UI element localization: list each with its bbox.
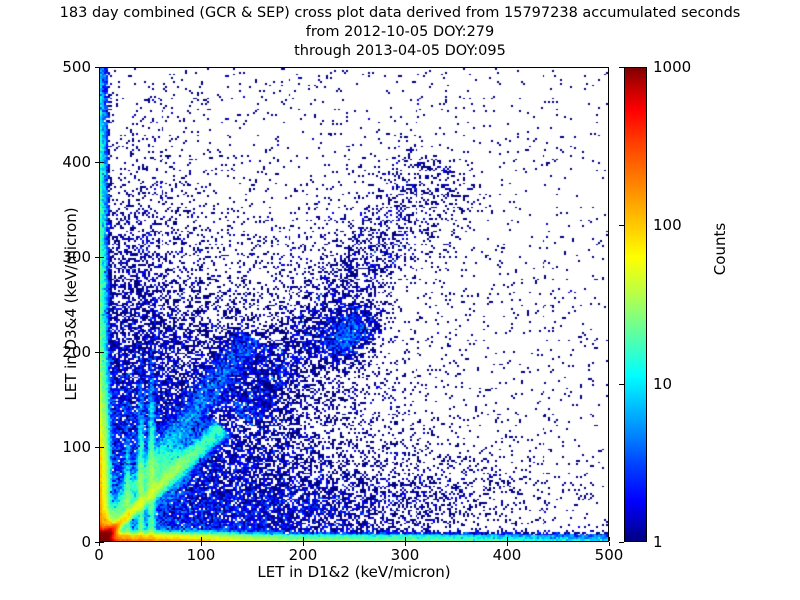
y-tick-label-400: 400 <box>62 153 91 171</box>
colorbar-tick-100 <box>619 225 624 226</box>
colorbar-tick-label-1: 1 <box>653 533 663 551</box>
y-tick-label-300: 300 <box>62 248 91 266</box>
colorbar-tick-label-1000: 1000 <box>653 58 692 76</box>
y-tick-label-0: 0 <box>81 533 91 551</box>
y-tick-100 <box>95 447 99 448</box>
x-tick-inner-200 <box>303 537 304 541</box>
title-line-2: from 2012-10-05 DOY:279 <box>305 24 495 40</box>
chart-title: 183 day combined (GCR & SEP) cross plot … <box>0 4 800 61</box>
y-tick-inner-0 <box>100 542 104 543</box>
x-tick-label-100: 100 <box>186 546 216 564</box>
y-tick-400 <box>95 162 99 163</box>
y-tick-label-500: 500 <box>62 58 91 76</box>
y-tick-200 <box>95 352 99 353</box>
y-tick-0 <box>95 542 99 543</box>
x-tick-label-500: 500 <box>594 546 624 564</box>
x-tick-label-400: 400 <box>492 546 522 564</box>
colorbar-label: Counts <box>711 222 729 276</box>
histogram-2d <box>100 68 608 541</box>
y-tick-label-100: 100 <box>62 438 91 456</box>
y-tick-inner-300 <box>100 257 104 258</box>
x-axis-label: LET in D1&2 (keV/micron) <box>257 563 451 581</box>
colorbar-tick-label-10: 10 <box>653 375 673 393</box>
x-tick-inner-300 <box>405 537 406 541</box>
x-tick-0 <box>99 542 100 546</box>
x-tick-inner-0 <box>99 537 100 541</box>
colorbar-tick-10 <box>619 384 624 385</box>
x-tick-label-300: 300 <box>390 546 420 564</box>
colorbar-gradient <box>624 67 647 542</box>
y-tick-500 <box>95 67 99 68</box>
y-tick-inner-200 <box>100 352 104 353</box>
colorbar-tick-label-100: 100 <box>653 216 682 234</box>
x-tick-100 <box>201 542 202 546</box>
y-tick-inner-400 <box>100 162 104 163</box>
colorbar-tick-1 <box>619 542 624 543</box>
x-tick-inner-100 <box>201 537 202 541</box>
x-tick-label-0: 0 <box>94 546 104 564</box>
title-line-3: through 2013-04-05 DOY:095 <box>294 43 506 59</box>
x-tick-300 <box>405 542 406 546</box>
title-line-1: 183 day combined (GCR & SEP) cross plot … <box>59 5 741 21</box>
colorbar[interactable]: 1 10 100 1000 <box>619 58 691 551</box>
plot-area[interactable] <box>99 67 609 542</box>
x-tick-400 <box>507 542 508 546</box>
x-tick-inner-500 <box>609 537 610 541</box>
x-tick-inner-400 <box>507 537 508 541</box>
y-tick-inner-100 <box>100 447 104 448</box>
x-tick-200 <box>303 542 304 546</box>
y-tick-300 <box>95 257 99 258</box>
y-tick-inner-500 <box>100 67 104 68</box>
y-axis-label: LET in D3&4 (keV/micron) <box>62 207 80 401</box>
y-tick-label-200: 200 <box>62 343 91 361</box>
x-tick-label-200: 200 <box>288 546 318 564</box>
x-tick-500 <box>609 542 610 546</box>
colorbar-tick-1000 <box>619 67 624 68</box>
